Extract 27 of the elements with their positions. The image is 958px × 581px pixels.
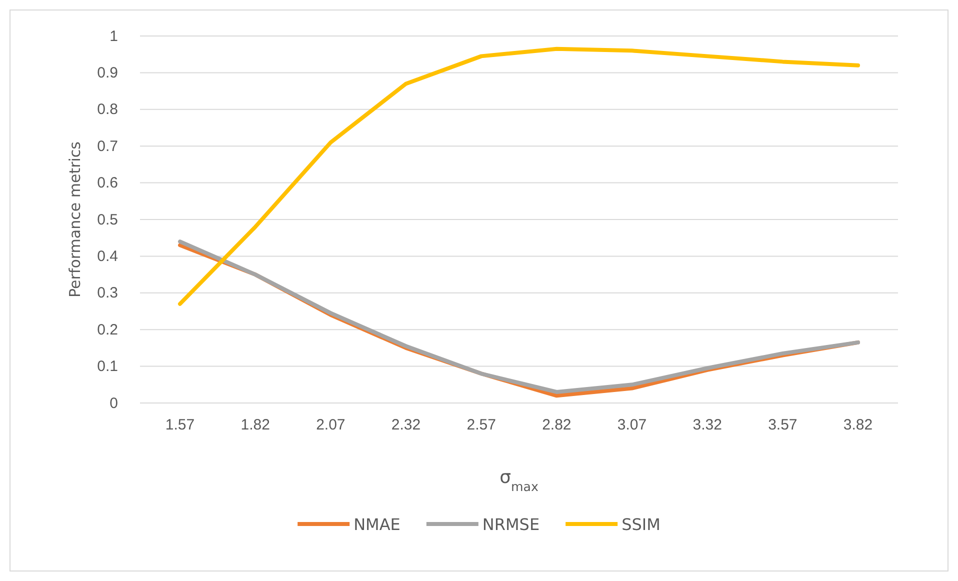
x-tick-label: 1.82 — [240, 416, 270, 434]
x-tick-label: 2.82 — [542, 416, 572, 434]
x-tick-label: 2.57 — [466, 416, 496, 434]
y-tick-label: 0.4 — [97, 248, 118, 265]
legend-label: SSIM — [622, 515, 660, 534]
y-tick-label: 0.1 — [97, 358, 118, 376]
y-axis-title: Performance metrics — [66, 141, 84, 298]
legend-label: NRMSE — [482, 515, 540, 534]
y-tick-label: 0.9 — [97, 64, 118, 82]
x-tick-label: 3.57 — [768, 416, 798, 434]
y-tick-label: 0.2 — [97, 321, 118, 338]
x-tick-label: 3.32 — [692, 416, 722, 434]
y-tick-label: 0 — [110, 394, 118, 412]
x-tick-label: 3.07 — [617, 416, 647, 434]
y-tick-label: 0.5 — [97, 211, 118, 228]
x-tick-label: 1.57 — [165, 416, 195, 434]
x-tick-label: 2.07 — [316, 416, 346, 434]
legend-label: NMAE — [354, 515, 400, 534]
x-tick-label: 3.82 — [843, 416, 873, 434]
y-tick-label: 0.7 — [97, 138, 118, 155]
y-tick-label: 0.6 — [97, 174, 118, 192]
line-series — [178, 46, 860, 306]
x-axis-title: σ$_{max}$ — [500, 467, 539, 494]
y-tick-label: 0.8 — [97, 101, 118, 118]
y-tick-label: 0.3 — [97, 284, 118, 302]
x-tick-label: 2.32 — [391, 416, 421, 434]
y-tick-label: 1 — [110, 28, 118, 45]
